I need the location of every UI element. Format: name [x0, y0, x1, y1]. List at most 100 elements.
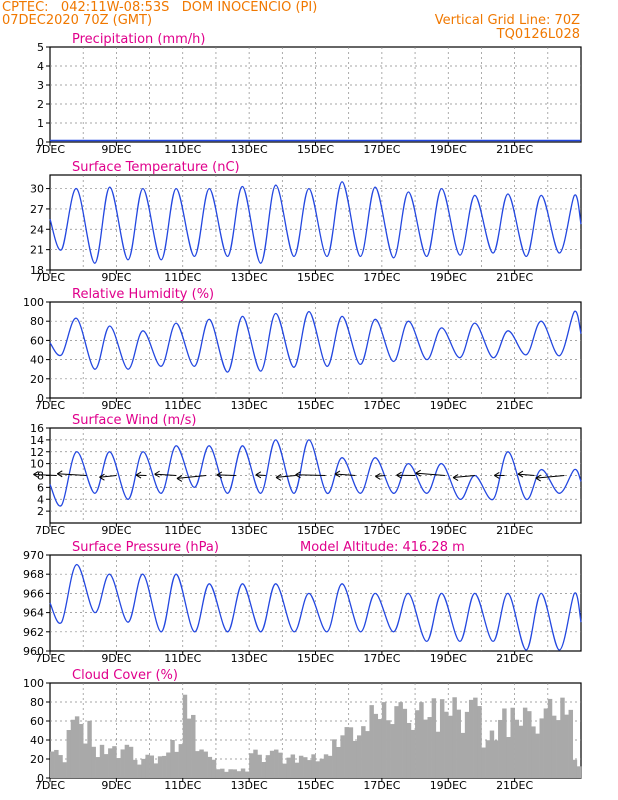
x-tick-label: 7DEC [35, 143, 65, 156]
cloud-bar [365, 731, 370, 778]
wind-vector [33, 473, 57, 476]
x-tick-label: 7DEC [35, 399, 65, 412]
cloud-bar [178, 744, 184, 778]
x-tick-label: 11DEC [164, 143, 201, 156]
y-tick-label: 960 [23, 645, 44, 658]
wind-vector [275, 475, 296, 478]
cloud-bar [170, 740, 175, 778]
cloud-bar [448, 715, 453, 778]
x-tick-label: 15DEC [297, 779, 334, 792]
cloud-bar [464, 711, 470, 778]
cloud-bar [402, 708, 408, 778]
cloud-bar [269, 750, 275, 778]
y-tick-label: 3 [37, 79, 44, 92]
x-tick-label: 13DEC [231, 399, 268, 412]
wind-arrowhead [295, 471, 301, 479]
cloud-bar [265, 755, 271, 778]
cloud-bar [348, 727, 354, 778]
cloud-bar [137, 764, 142, 778]
cloud-bar [547, 698, 553, 778]
cloud-bar [356, 735, 362, 778]
x-tick-label: 21DEC [496, 143, 533, 156]
cloud-bar [236, 771, 242, 778]
cloud-bar [149, 755, 155, 778]
cloud-bar [576, 766, 582, 778]
y-tick-label: 8 [37, 470, 44, 483]
cloud-bar [527, 711, 532, 778]
x-tick-label: 21DEC [496, 271, 533, 284]
wind-vector [176, 475, 207, 479]
wind-vector [375, 475, 386, 477]
x-tick-label: 13DEC [231, 271, 268, 284]
x-tick-label: 9DEC [101, 652, 131, 665]
wind-arrowhead [255, 471, 262, 479]
cloud-bar [485, 740, 491, 778]
cloud-bar [406, 722, 412, 778]
cloud-bar [398, 702, 403, 778]
cloud-bar [128, 746, 134, 778]
series-line-press [49, 563, 582, 651]
header-date: 07DEC2020 70Z (GMT) [2, 13, 153, 28]
cloud-bar [510, 707, 515, 778]
cloud-bar [132, 759, 138, 778]
panel-title: Surface Pressure (hPa) [72, 540, 219, 555]
x-tick-label: 15DEC [297, 399, 334, 412]
cloud-bar [323, 754, 329, 778]
x-tick-label: 19DEC [430, 143, 467, 156]
wind-vector [535, 475, 565, 479]
panel-temp [46, 174, 582, 274]
cloud-bar [70, 719, 76, 778]
panel-precip [46, 46, 582, 146]
cloud-bar [556, 720, 561, 778]
x-tick-label: 11DEC [164, 652, 201, 665]
cloud-bar [535, 733, 540, 778]
panel-rh [46, 301, 582, 402]
header-location: CPTEC: 042:11W-08:53S DOM INOCENCIO (PI) [2, 0, 318, 15]
series-line-wind [49, 439, 582, 507]
panel-wind [33, 427, 582, 527]
cloud-bar [340, 735, 345, 778]
y-tick-label: 966 [23, 587, 44, 600]
cloud-bar [58, 755, 63, 778]
cloud-bar [423, 719, 428, 778]
cloud-bar [298, 755, 304, 778]
x-tick-label: 17DEC [363, 779, 400, 792]
cloud-bar [87, 720, 92, 778]
wind-arrowhead [135, 471, 142, 479]
wind-vector [216, 474, 236, 476]
y-tick-label: 20 [30, 753, 44, 766]
cloud-bar [303, 757, 308, 778]
x-tick-label: 7DEC [35, 652, 65, 665]
cloud-bar [444, 711, 449, 778]
cloud-bar [99, 744, 105, 778]
cloud-bar [307, 760, 312, 778]
y-tick-label: 970 [23, 549, 44, 562]
x-tick-label: 7DEC [35, 779, 65, 792]
wind-arrowhead [494, 471, 500, 479]
cloud-bar [62, 762, 67, 778]
y-tick-label: 5 [37, 41, 44, 54]
cloud-bar [373, 713, 379, 778]
cloud-bar [203, 751, 208, 778]
x-tick-label: 9DEC [101, 779, 131, 792]
y-tick-label: 6 [37, 481, 44, 494]
x-tick-label: 17DEC [363, 524, 400, 537]
cloud-bar [162, 755, 167, 778]
cloud-bar [551, 715, 557, 778]
y-tick-label: 40 [30, 354, 44, 367]
wind-arrowhead [452, 474, 459, 481]
wind-arrowhead [33, 471, 39, 478]
y-tick-label: 4 [37, 60, 44, 73]
cloud-bar [460, 732, 466, 778]
header-code: TQ0126L028 [496, 27, 580, 42]
cloud-bar [452, 697, 457, 778]
cloud-bar [431, 698, 437, 778]
wind-vector [334, 473, 356, 476]
series-line-rh [49, 310, 582, 373]
y-tick-label: 18 [30, 264, 44, 277]
cloud-bar [199, 749, 204, 778]
y-tick-label: 20 [30, 373, 44, 386]
y-tick-label: 27 [30, 203, 44, 216]
cloud-bar [166, 752, 171, 778]
